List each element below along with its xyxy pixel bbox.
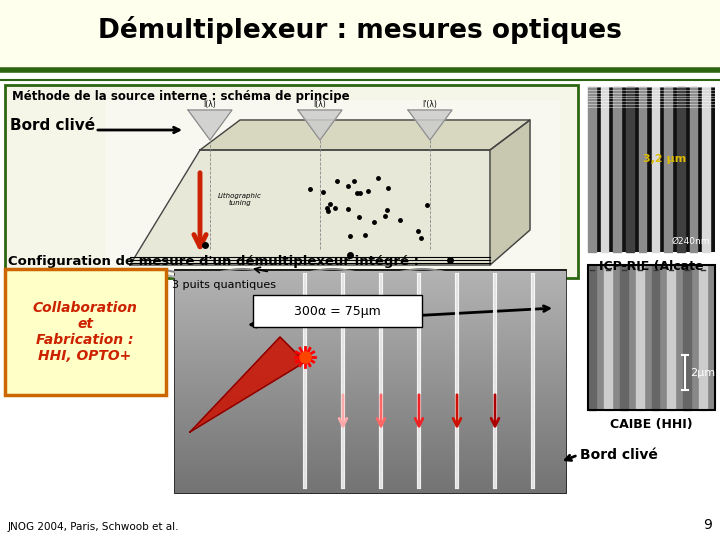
Text: JNOG 2004, Paris, Schwoob et al.: JNOG 2004, Paris, Schwoob et al.: [8, 522, 179, 532]
Text: Lithographic
tuning: Lithographic tuning: [218, 193, 262, 206]
Bar: [0, 0, 720, 70]
Polygon shape: [626, 87, 634, 252]
Bar: [5, 85, 578, 278]
Text: Configuration de mesure d'un démultiplexeur intégré :: Configuration de mesure d'un démultiplex…: [8, 255, 419, 268]
Polygon shape: [652, 265, 660, 410]
Text: Collaboration
et
Fabrication :
HHI, OPTO+: Collaboration et Fabrication : HHI, OPTO…: [32, 301, 138, 363]
Polygon shape: [636, 265, 644, 410]
Polygon shape: [665, 87, 672, 252]
Text: I(λ): I(λ): [204, 100, 217, 109]
Polygon shape: [677, 87, 685, 252]
Polygon shape: [613, 87, 621, 252]
Polygon shape: [699, 265, 707, 410]
Text: 3 puits quantiques: 3 puits quantiques: [172, 280, 276, 290]
Text: Démultiplexeur : mesures optiques: Démultiplexeur : mesures optiques: [98, 16, 622, 44]
Bar: [588, 87, 715, 252]
Polygon shape: [702, 87, 710, 252]
Text: Méthode de la source interne : schéma de principe: Méthode de la source interne : schéma de…: [12, 90, 350, 103]
Bar: [175, 270, 565, 492]
Text: I(λ): I(λ): [314, 100, 326, 109]
Polygon shape: [130, 150, 490, 265]
Polygon shape: [639, 87, 647, 252]
Text: 300α = 75μm: 300α = 75μm: [294, 305, 380, 318]
Polygon shape: [408, 110, 452, 140]
Text: Bord clivé: Bord clivé: [10, 118, 95, 132]
Bar: [105, 100, 560, 270]
Polygon shape: [188, 110, 232, 140]
Polygon shape: [588, 265, 596, 410]
Polygon shape: [690, 87, 697, 252]
Text: I'(λ): I'(λ): [423, 100, 438, 109]
FancyBboxPatch shape: [5, 269, 166, 395]
Text: 3,2 μm: 3,2 μm: [643, 154, 686, 165]
Polygon shape: [620, 265, 628, 410]
Text: Ø240nm: Ø240nm: [672, 237, 710, 246]
FancyBboxPatch shape: [253, 295, 422, 327]
Text: 9: 9: [703, 518, 712, 532]
Polygon shape: [490, 120, 530, 265]
Polygon shape: [190, 337, 305, 432]
Polygon shape: [600, 87, 608, 252]
Polygon shape: [298, 110, 342, 140]
Bar: [588, 265, 715, 410]
Polygon shape: [667, 265, 675, 410]
Text: 2μm: 2μm: [690, 368, 715, 378]
Polygon shape: [652, 87, 659, 252]
Text: ICP-RIE (Alcate: ICP-RIE (Alcate: [599, 260, 703, 273]
Polygon shape: [683, 265, 691, 410]
Polygon shape: [588, 87, 595, 252]
Bar: [588, 265, 715, 410]
Polygon shape: [604, 265, 612, 410]
Text: Bord clivé: Bord clivé: [580, 448, 658, 462]
Polygon shape: [200, 120, 530, 150]
Text: CAIBE (HHI): CAIBE (HHI): [610, 418, 693, 431]
